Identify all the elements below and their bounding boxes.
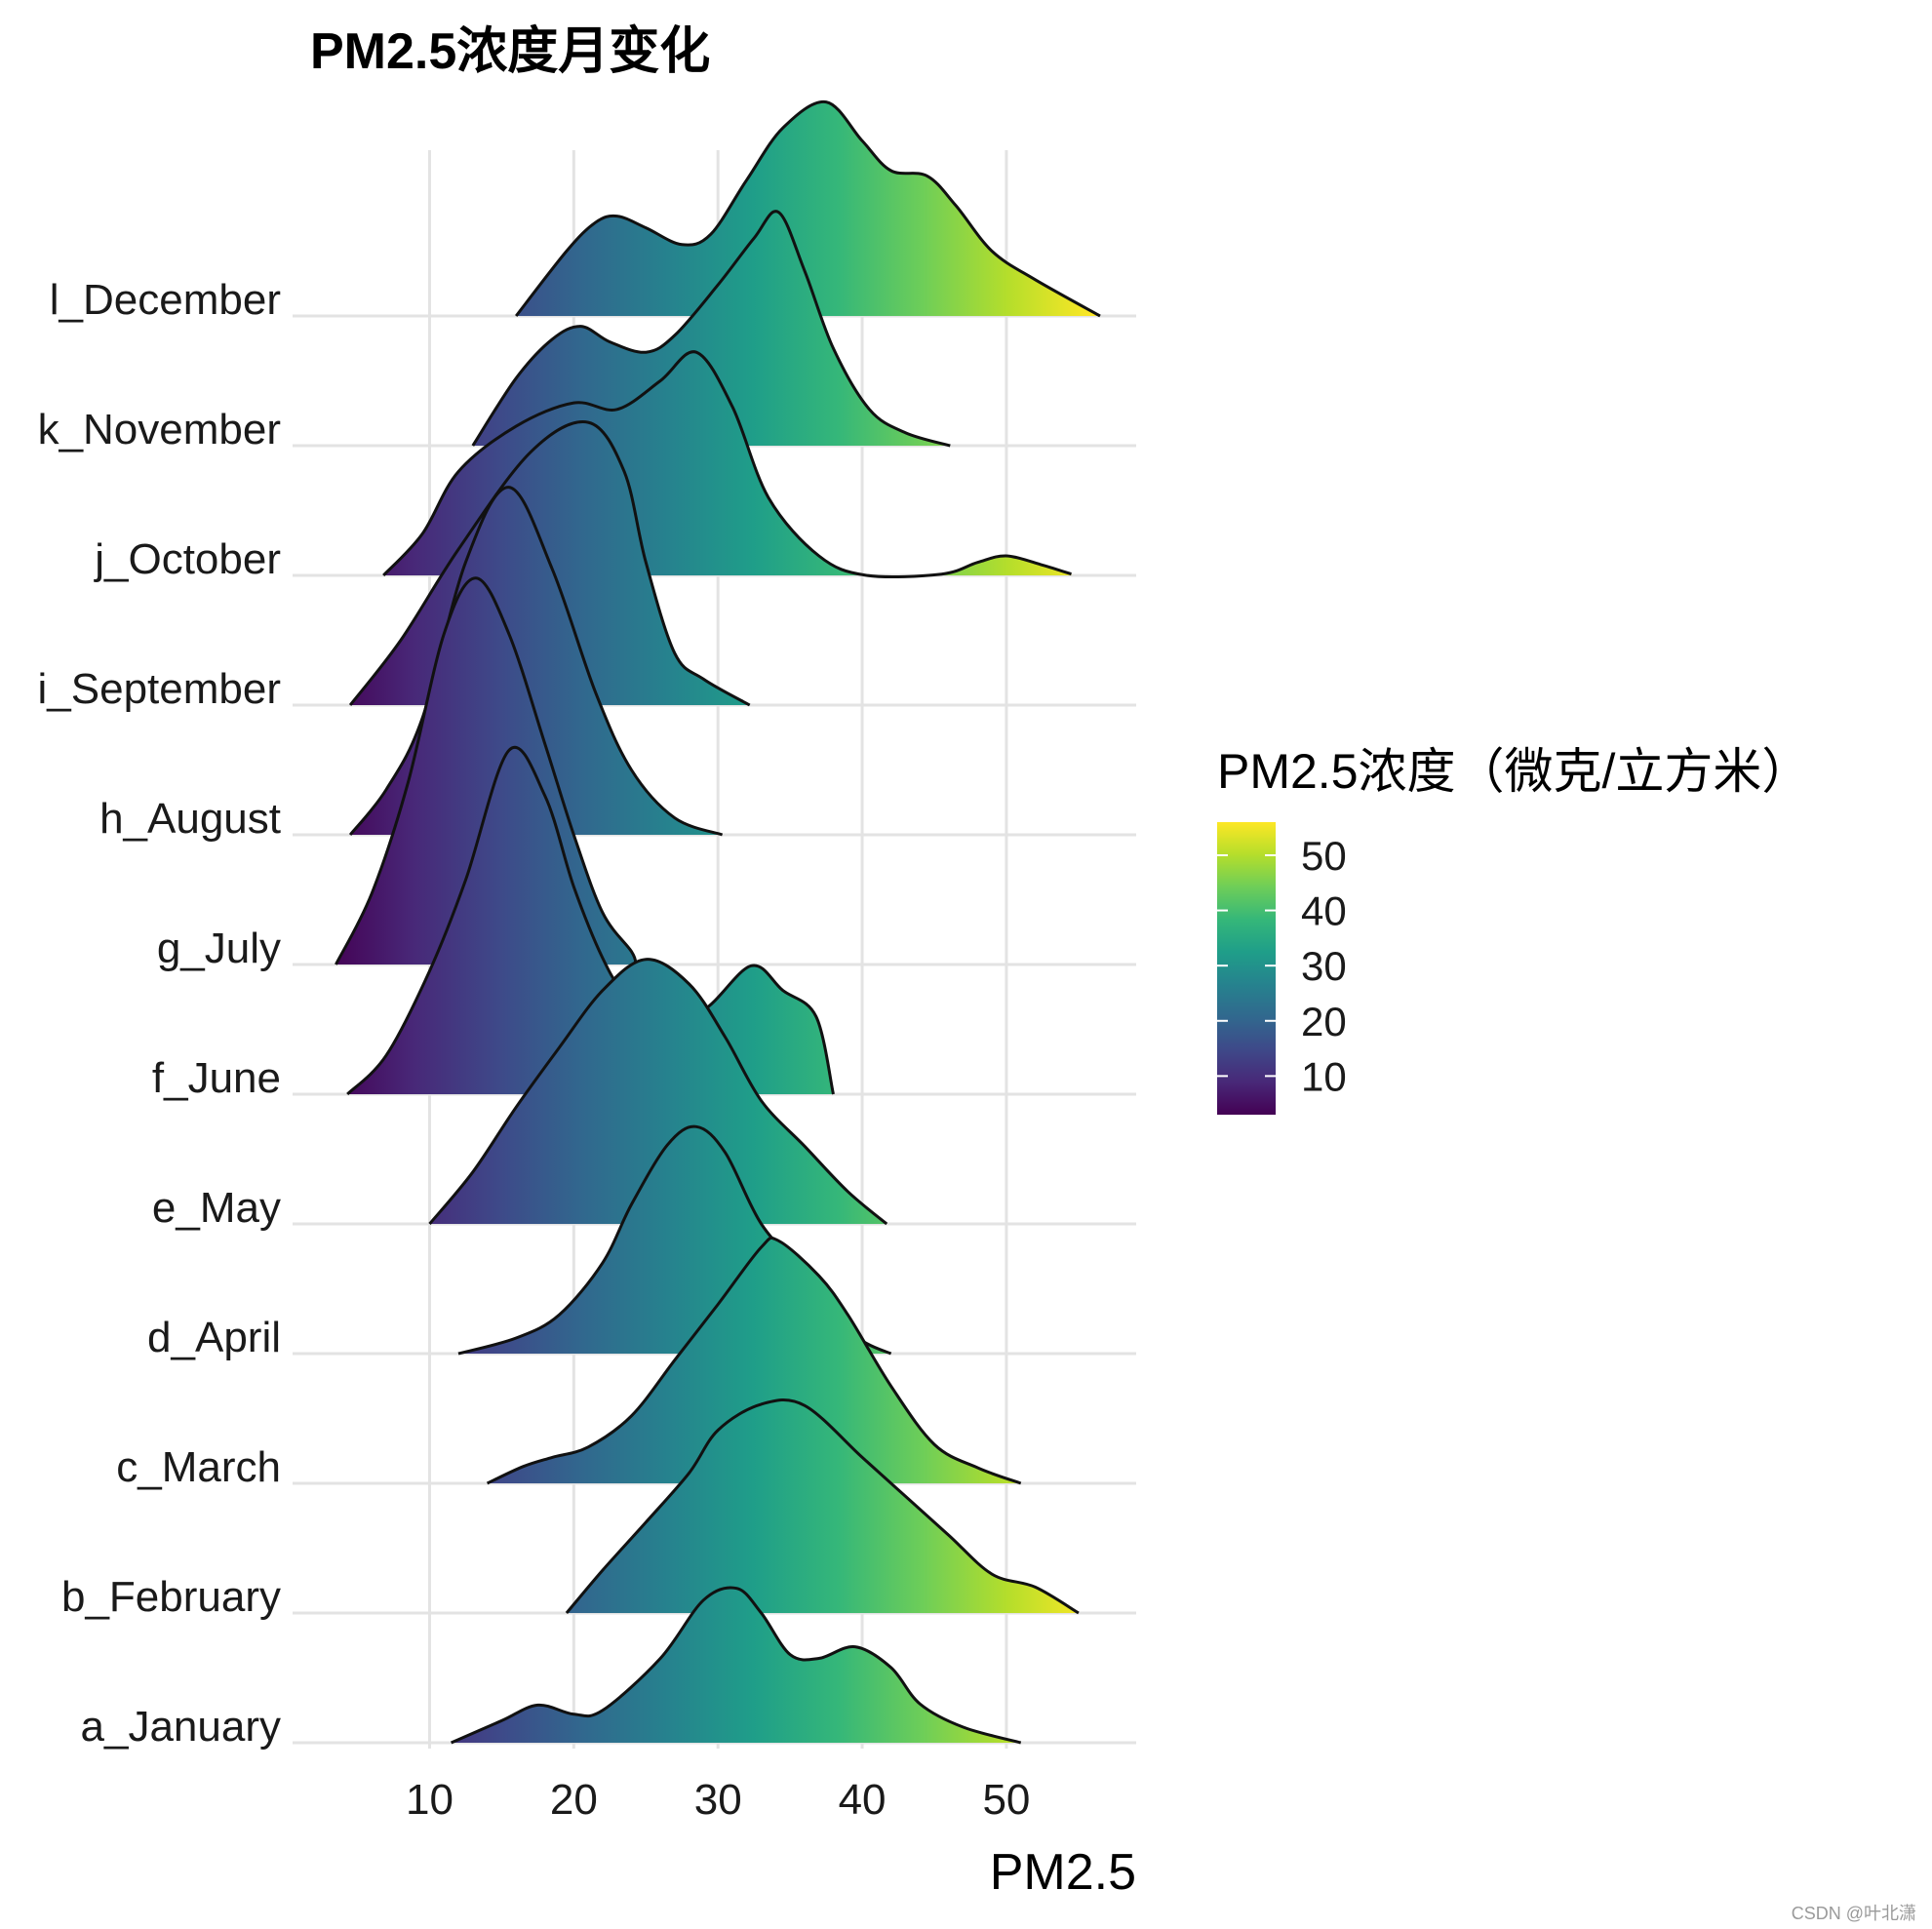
x-tick-label: 40 bbox=[839, 1776, 887, 1824]
y-tick-label: k_November bbox=[38, 406, 281, 453]
y-tick-label: a_January bbox=[81, 1703, 281, 1751]
y-tick-label: e_May bbox=[152, 1184, 281, 1232]
legend-title: PM2.5浓度（微克/立方米） bbox=[1217, 744, 1810, 799]
ridge-area bbox=[487, 1238, 1021, 1483]
watermark: CSDN @叶北潇 bbox=[1792, 1904, 1916, 1923]
y-tick-label: d_April bbox=[147, 1314, 281, 1361]
ridge-outline bbox=[346, 746, 835, 1096]
legend-ticks: 10 20 30 40 50 bbox=[1217, 833, 1347, 1099]
y-tick-label: c_March bbox=[116, 1443, 281, 1491]
ridge-outline bbox=[565, 1398, 1080, 1615]
y-tick-label: f_June bbox=[152, 1054, 281, 1102]
x-tick-label: 10 bbox=[406, 1776, 453, 1824]
y-tick-label: i_September bbox=[38, 665, 281, 713]
y-tick-label: h_August bbox=[99, 795, 281, 843]
ridge-area bbox=[347, 747, 834, 1094]
y-tick-label: l_December bbox=[50, 276, 281, 324]
ridge-outline bbox=[515, 100, 1101, 318]
x-tick-label: 30 bbox=[694, 1776, 742, 1824]
legend-tick-label: 40 bbox=[1301, 888, 1347, 934]
y-tick-label: g_July bbox=[157, 925, 281, 972]
ridge-area bbox=[516, 101, 1100, 316]
x-axis-title: PM2.5 bbox=[990, 1844, 1136, 1901]
legend-tick-label: 50 bbox=[1301, 833, 1347, 879]
ridge-area bbox=[451, 1587, 1021, 1743]
y-tick-label: j_October bbox=[93, 535, 281, 583]
ridge-area bbox=[566, 1399, 1079, 1613]
ridge-outline bbox=[428, 958, 888, 1226]
ridge-area bbox=[472, 211, 951, 446]
legend-tick-label: 20 bbox=[1301, 999, 1347, 1044]
ridge-outline bbox=[348, 486, 724, 837]
ridge-outline bbox=[471, 210, 951, 448]
y-axis-labels: a_January b_February c_March d_April e_May f_… bbox=[38, 276, 281, 1751]
ridge-outline bbox=[335, 576, 638, 965]
legend-colorbar bbox=[1217, 822, 1276, 1115]
ridge-outline bbox=[382, 350, 1072, 579]
ridge-outline bbox=[348, 420, 751, 707]
x-tick-label: 50 bbox=[982, 1776, 1030, 1824]
legend-tick-label: 10 bbox=[1301, 1053, 1347, 1099]
chart-title: PM2.5浓度月变化 bbox=[310, 23, 710, 80]
density-ridges bbox=[335, 100, 1101, 1745]
ridge-outline bbox=[450, 1586, 1022, 1745]
legend-tick-label: 30 bbox=[1301, 943, 1347, 989]
colorbar-legend: PM2.5浓度（微克/立方米） 10 20 30 40 50 bbox=[1217, 744, 1810, 1115]
y-tick-label: b_February bbox=[61, 1573, 281, 1621]
ridge-area bbox=[429, 959, 887, 1224]
x-tick-label: 20 bbox=[550, 1776, 598, 1824]
ridge-outline bbox=[486, 1236, 1022, 1485]
x-axis-labels: 10 20 30 40 50 bbox=[406, 1776, 1030, 1824]
